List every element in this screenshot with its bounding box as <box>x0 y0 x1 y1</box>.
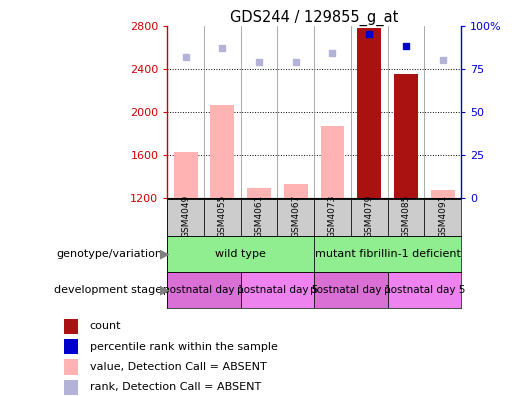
Bar <box>241 272 314 308</box>
Bar <box>284 184 308 198</box>
Text: GSM4061: GSM4061 <box>254 195 264 238</box>
Text: postnatal day 5: postnatal day 5 <box>384 285 465 295</box>
Text: percentile rank within the sample: percentile rank within the sample <box>90 342 278 352</box>
Bar <box>64 318 78 334</box>
Text: GSM4073: GSM4073 <box>328 195 337 238</box>
Bar <box>167 199 204 236</box>
Bar <box>314 236 461 272</box>
Bar <box>314 199 351 236</box>
Bar <box>64 339 78 354</box>
Text: genotype/variation: genotype/variation <box>56 249 162 259</box>
Text: GSM4049: GSM4049 <box>181 195 190 238</box>
Bar <box>174 152 198 198</box>
Bar <box>431 190 455 198</box>
Bar <box>388 199 424 236</box>
Text: GSM4079: GSM4079 <box>365 195 374 238</box>
Text: development stage: development stage <box>54 285 162 295</box>
Bar <box>351 199 388 236</box>
Text: count: count <box>90 321 121 331</box>
Text: GSM4067: GSM4067 <box>291 195 300 238</box>
Text: postnatal day 5: postnatal day 5 <box>237 285 318 295</box>
Text: postnatal day 1: postnatal day 1 <box>310 285 391 295</box>
Bar <box>64 380 78 395</box>
Bar <box>247 188 271 198</box>
Bar <box>424 199 461 236</box>
Bar <box>320 126 345 198</box>
Text: value, Detection Call = ABSENT: value, Detection Call = ABSENT <box>90 362 266 372</box>
Text: GSM4055: GSM4055 <box>218 195 227 238</box>
Text: rank, Detection Call = ABSENT: rank, Detection Call = ABSENT <box>90 383 261 392</box>
Bar <box>167 236 314 272</box>
Bar <box>64 360 78 375</box>
Text: ▶: ▶ <box>160 248 169 261</box>
Text: GSM4091: GSM4091 <box>438 195 447 238</box>
Bar <box>278 199 314 236</box>
Bar <box>211 105 234 198</box>
Title: GDS244 / 129855_g_at: GDS244 / 129855_g_at <box>230 10 398 26</box>
Bar <box>204 199 241 236</box>
Text: ▶: ▶ <box>160 284 169 297</box>
Text: postnatal day 1: postnatal day 1 <box>163 285 245 295</box>
Bar <box>394 74 418 198</box>
Bar <box>357 28 381 198</box>
Text: mutant fibrillin-1 deficient: mutant fibrillin-1 deficient <box>315 249 460 259</box>
Bar <box>388 272 461 308</box>
Text: wild type: wild type <box>215 249 266 259</box>
Text: GSM4085: GSM4085 <box>401 195 410 238</box>
Bar <box>241 199 278 236</box>
Bar <box>167 272 241 308</box>
Bar <box>314 272 387 308</box>
